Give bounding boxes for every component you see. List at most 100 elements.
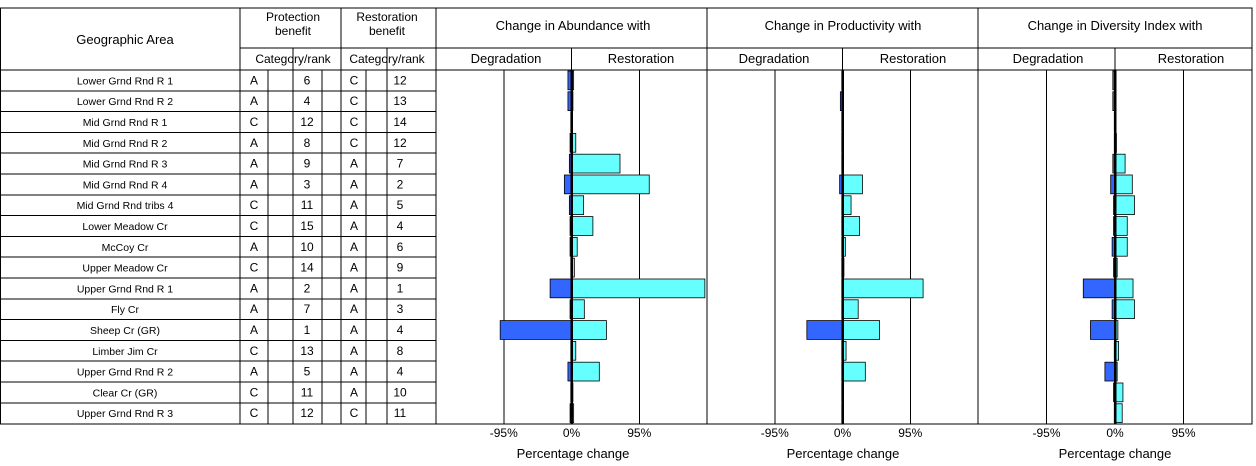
- restoration-rank-cell: 14: [393, 115, 407, 129]
- protection-category-cell: A: [250, 365, 258, 379]
- panel-title-abundance: Change in Abundance with: [496, 18, 651, 33]
- restoration-bar: [571, 195, 585, 216]
- restoration-category-cell: A: [350, 323, 358, 337]
- x-tick-label: -95%: [761, 426, 789, 440]
- geo-area-label: Lower Meadow Cr: [82, 221, 168, 233]
- restoration-bar: [1114, 299, 1135, 319]
- restoration-bar: [842, 216, 861, 236]
- geo-area-label: Fly Cr: [111, 304, 139, 316]
- geo-area-label: Mid Grnd Rnd R 3: [83, 159, 168, 171]
- protection-category-cell: A: [250, 302, 258, 316]
- restoration-bar: [571, 278, 706, 299]
- restoration-category-cell: A: [350, 344, 358, 358]
- protection-rank-cell: 9: [304, 157, 311, 171]
- subheader-restoration-diversity: Restoration: [1158, 51, 1224, 66]
- restoration-rank-cell: 12: [393, 136, 407, 150]
- restoration-category-cell: C: [350, 406, 359, 420]
- restoration-bar: [571, 299, 585, 319]
- protection-header-line2: benefit: [275, 24, 312, 38]
- protection-rank-cell: 5: [304, 365, 311, 379]
- restoration-category-cell: C: [350, 73, 359, 87]
- panel-title-productivity: Change in Productivity with: [765, 18, 922, 33]
- protection-rank-cell: 13: [300, 344, 314, 358]
- geo-area-header: Geographic Area: [76, 32, 174, 47]
- restoration-category-cell: A: [350, 261, 358, 275]
- restoration-bar: [842, 278, 924, 299]
- restoration-bar: [1114, 174, 1133, 195]
- x-axis-label-productivity: Percentage change: [787, 446, 900, 461]
- restoration-bar: [571, 361, 600, 382]
- degradation-bar: [806, 320, 843, 340]
- restoration-category-cell: A: [350, 385, 358, 399]
- degradation-bar: [1104, 361, 1116, 382]
- restoration-bar: [1114, 195, 1135, 216]
- restoration-benefit-header-line2: benefit: [369, 24, 406, 38]
- restoration-benefit-header-line1: Restoration: [356, 10, 417, 24]
- protection-category-cell: C: [250, 344, 259, 358]
- geo-area-label: Mid Grnd Rnd R 1: [83, 117, 168, 129]
- restoration-rank-cell: 4: [397, 323, 404, 337]
- restoration-rank-cell: 1: [397, 281, 404, 295]
- restoration-bar: [842, 174, 863, 195]
- geo-area-label: Mid Grnd Rnd R 2: [83, 138, 168, 150]
- restoration-category-cell: A: [350, 157, 358, 171]
- protection-rank-cell: 15: [300, 219, 314, 233]
- restoration-category-cell: A: [350, 198, 358, 212]
- subheader-restoration-productivity: Restoration: [880, 51, 946, 66]
- protection-category-cell: C: [250, 406, 259, 420]
- degradation-bar: [499, 320, 572, 340]
- geo-area-label: Clear Cr (GR): [93, 387, 158, 399]
- subheader-degradation-productivity: Degradation: [739, 51, 810, 66]
- geo-area-label: Mid Grnd Rnd tribs 4: [77, 200, 174, 212]
- protection-category-cell: A: [250, 73, 258, 87]
- outer-frame: [0, 7, 1253, 425]
- restoration-rank-cell: 13: [393, 94, 407, 108]
- restoration-bar: [842, 361, 866, 382]
- x-axis-label-diversity: Percentage change: [1059, 446, 1172, 461]
- protection-rank-cell: 11: [301, 385, 314, 399]
- restoration-bar: [571, 174, 650, 195]
- protection-rank-cell: 4: [304, 94, 311, 108]
- degradation-bar: [549, 278, 572, 299]
- restoration-rank-cell: 4: [397, 219, 404, 233]
- restoration-category-cell: A: [350, 302, 358, 316]
- restoration-bar: [842, 320, 880, 340]
- restoration-bar: [1114, 153, 1126, 174]
- protection-category-cell: C: [250, 115, 259, 129]
- restoration-bar: [842, 195, 852, 216]
- restoration-bar: [571, 216, 594, 236]
- protection-rank-cell: 10: [300, 240, 314, 254]
- restoration-rank-cell: 7: [397, 157, 404, 171]
- restoration-category-cell: C: [350, 115, 359, 129]
- restoration-rank-cell: 11: [394, 406, 407, 420]
- geo-area-label: Upper Grnd Rnd R 3: [77, 408, 173, 420]
- x-tick-label: -95%: [490, 426, 518, 440]
- protection-header-line1: Protection: [266, 10, 320, 24]
- restoration-category-cell: C: [350, 94, 359, 108]
- protection-rank-cell: 12: [300, 406, 314, 420]
- protection-category-cell: C: [250, 261, 259, 275]
- geo-area-label: Limber Jim Cr: [92, 346, 158, 358]
- x-axis-label-abundance: Percentage change: [517, 446, 630, 461]
- protection-rank-cell: 2: [304, 281, 311, 295]
- protection-category-cell: C: [250, 385, 259, 399]
- protection-rank-cell: 12: [300, 115, 314, 129]
- subheader-restoration-abundance: Restoration: [608, 51, 674, 66]
- protection-rank-cell: 14: [300, 261, 314, 275]
- restoration-category-cell: A: [350, 365, 358, 379]
- protection-category-cell: C: [250, 219, 259, 233]
- restoration-category-cell: A: [350, 177, 358, 191]
- protection-category-cell: A: [250, 136, 258, 150]
- protection-category-cell: A: [250, 240, 258, 254]
- restoration-category-cell: A: [350, 281, 358, 295]
- restoration-bar: [1114, 278, 1134, 299]
- protection-category-cell: A: [250, 94, 258, 108]
- restoration-category-cell: A: [350, 219, 358, 233]
- restoration-rank-cell: 10: [393, 385, 407, 399]
- protection-rank-cell: 6: [304, 73, 311, 87]
- restoration-rank-cell: 3: [397, 302, 404, 316]
- protection-rank-cell: 1: [304, 323, 311, 337]
- geo-area-label: McCoy Cr: [102, 242, 149, 254]
- x-tick-label: 95%: [1171, 426, 1195, 440]
